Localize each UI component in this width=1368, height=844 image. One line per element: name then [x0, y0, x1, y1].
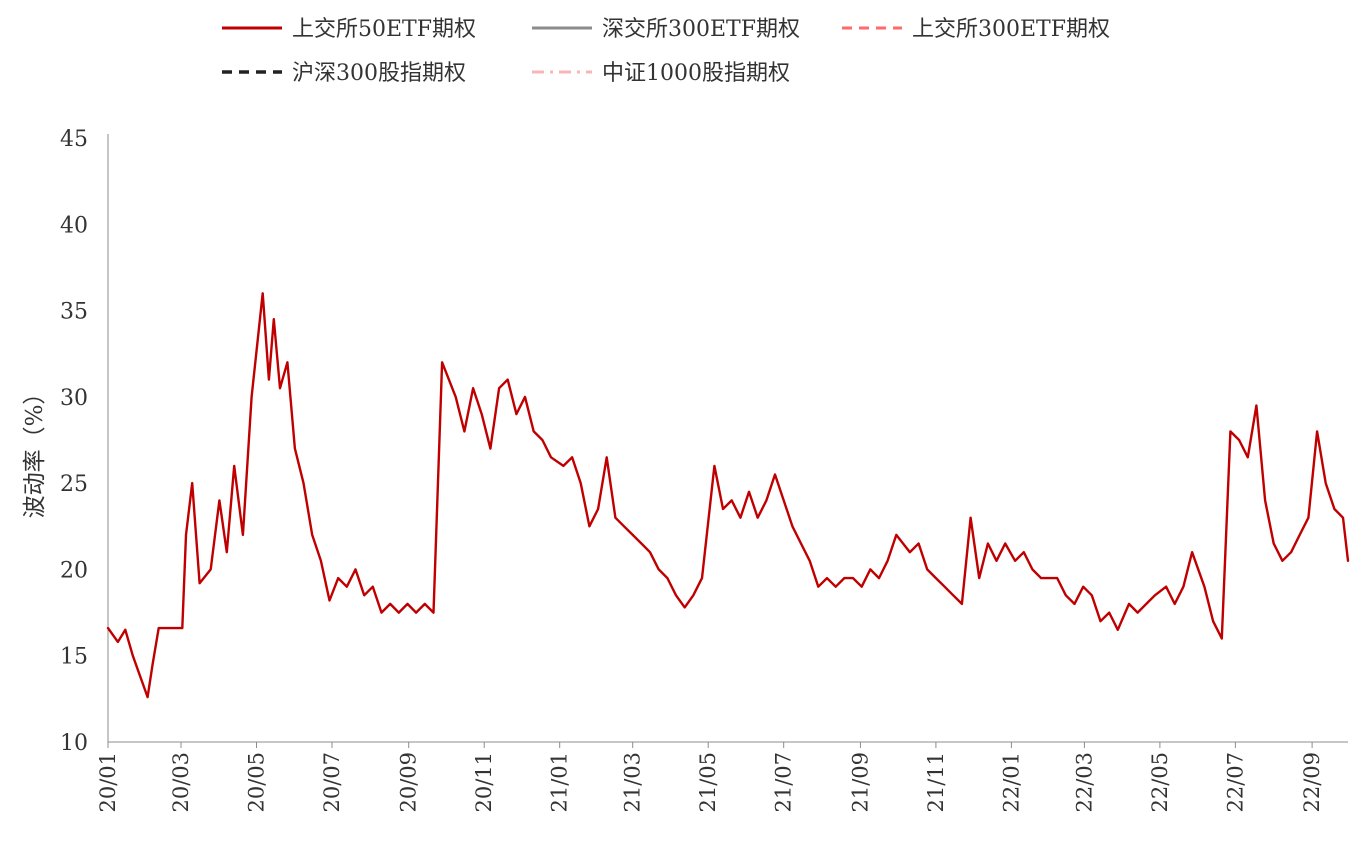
legend-label: 上交所50ETF期权: [292, 17, 476, 42]
y-axis: 10 15 20 25 30 35 40 45: [60, 127, 109, 756]
legend-label: 沪深300股指期权: [292, 61, 466, 86]
x-tick-label: 21/07: [772, 752, 796, 813]
x-tick-label: 22/03: [1072, 752, 1096, 813]
x-tick-label: 21/09: [848, 752, 872, 813]
x-tick-label: 21/11: [924, 752, 948, 813]
y-tick-label: 35: [60, 300, 88, 325]
y-tick-label: 10: [60, 731, 88, 756]
x-tick-label: 22/05: [1148, 752, 1172, 813]
x-tick-label: 21/01: [548, 752, 572, 813]
x-tick-label: 20/01: [96, 752, 120, 813]
legend: 上交所50ETF期权 深交所300ETF期权 上交所300ETF期权沪深300股指期…: [222, 17, 1110, 86]
x-tick-label: 20/03: [169, 752, 193, 813]
x-tick-label: 22/01: [999, 752, 1023, 813]
x-tick-label: 22/07: [1223, 752, 1247, 813]
legend-label: 深交所300ETF期权: [602, 17, 800, 42]
x-tick-label: 20/05: [245, 752, 269, 813]
legend-label: 中证1000股指期权: [602, 61, 790, 86]
legend-item: 上交所300ETF期权: [842, 17, 1110, 42]
y-tick-label: 45: [60, 127, 88, 152]
y-tick-label: 25: [60, 472, 88, 497]
legend-item: 沪深300股指期权: [222, 61, 466, 86]
y-tick-label: 15: [60, 645, 88, 670]
y-tick-label: 40: [60, 213, 88, 238]
legend-item: 中证1000股指期权: [532, 61, 790, 86]
y-axis-label: 波动率（%）: [22, 382, 48, 519]
y-tick-label: 30: [60, 386, 88, 411]
series-line: [106, 292, 1350, 699]
x-tick-label: 21/03: [621, 752, 645, 813]
x-tick-label: 20/11: [472, 752, 496, 813]
x-tick-label: 20/07: [320, 752, 344, 813]
legend-item: 深交所300ETF期权: [532, 17, 800, 42]
x-axis: 20/01 20/03 20/05 20/07 20/09 20/11 21/01 21/03…: [96, 741, 1348, 813]
legend-label: 上交所300ETF期权: [912, 17, 1110, 42]
x-tick-label: 20/09: [397, 752, 421, 813]
y-tick-label: 20: [60, 558, 88, 583]
x-tick-label: 22/09: [1300, 752, 1324, 813]
series-lines: [106, 292, 1350, 699]
x-tick-label: 21/05: [696, 752, 720, 813]
legend-item: 上交所50ETF期权: [222, 17, 476, 42]
